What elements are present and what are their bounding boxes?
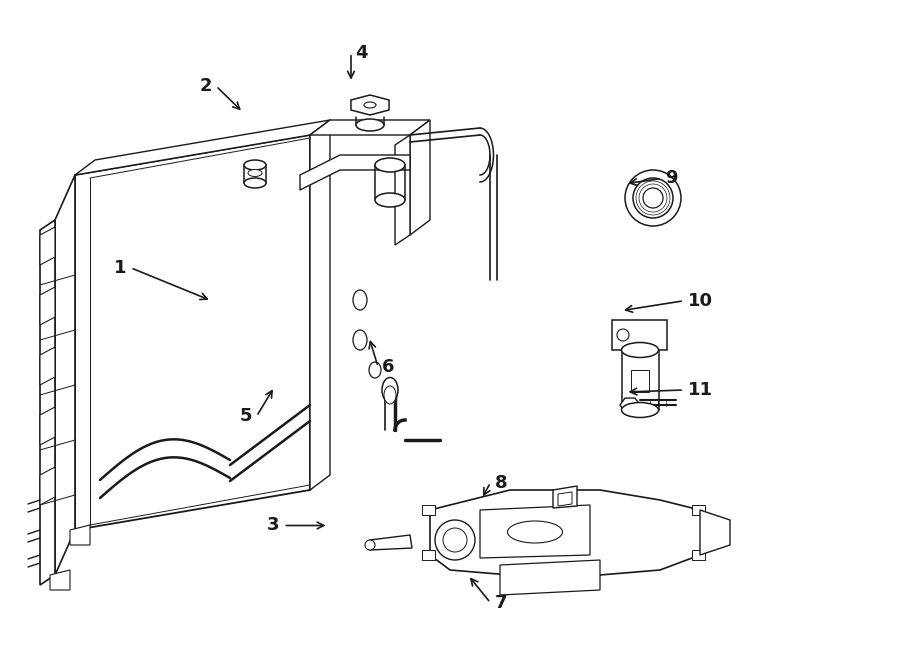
Text: 5: 5 (240, 407, 253, 426)
Polygon shape (410, 120, 430, 235)
Ellipse shape (369, 362, 381, 378)
Polygon shape (500, 560, 600, 595)
Ellipse shape (248, 169, 262, 176)
Polygon shape (40, 407, 55, 445)
Ellipse shape (365, 540, 375, 550)
Polygon shape (40, 347, 55, 385)
Circle shape (443, 528, 467, 552)
Polygon shape (40, 287, 55, 325)
Ellipse shape (384, 386, 396, 404)
Circle shape (617, 329, 629, 341)
Ellipse shape (244, 160, 266, 170)
Text: 11: 11 (688, 381, 713, 399)
Polygon shape (620, 398, 640, 412)
Text: 1: 1 (114, 258, 127, 277)
Polygon shape (422, 550, 435, 560)
Ellipse shape (353, 290, 367, 310)
Polygon shape (430, 490, 710, 575)
Text: 3: 3 (267, 516, 280, 535)
Polygon shape (70, 525, 90, 545)
Ellipse shape (364, 102, 376, 108)
Polygon shape (558, 492, 572, 506)
Ellipse shape (356, 119, 384, 131)
Polygon shape (612, 320, 667, 350)
Polygon shape (622, 350, 659, 410)
Circle shape (435, 520, 475, 560)
Ellipse shape (353, 330, 367, 350)
Text: 8: 8 (494, 473, 507, 492)
Polygon shape (300, 155, 410, 190)
Text: 2: 2 (200, 77, 212, 95)
Polygon shape (700, 510, 730, 555)
Ellipse shape (382, 377, 398, 403)
Polygon shape (553, 486, 577, 508)
Polygon shape (40, 227, 55, 265)
Polygon shape (75, 135, 310, 530)
Polygon shape (395, 135, 410, 245)
Ellipse shape (375, 193, 405, 207)
Polygon shape (55, 175, 75, 575)
Polygon shape (40, 467, 55, 505)
Polygon shape (631, 370, 649, 392)
Text: 7: 7 (494, 594, 507, 612)
Text: 9: 9 (665, 169, 678, 188)
Ellipse shape (622, 342, 659, 358)
Ellipse shape (508, 521, 562, 543)
Circle shape (633, 178, 673, 218)
Polygon shape (310, 120, 330, 490)
Polygon shape (40, 220, 55, 585)
Polygon shape (75, 120, 330, 175)
Circle shape (643, 188, 663, 208)
Polygon shape (351, 95, 389, 115)
Text: 6: 6 (382, 358, 394, 376)
Polygon shape (480, 505, 590, 558)
Circle shape (625, 170, 681, 226)
Text: 10: 10 (688, 292, 713, 310)
Polygon shape (692, 550, 705, 560)
Polygon shape (422, 505, 435, 515)
Ellipse shape (622, 403, 659, 418)
Polygon shape (50, 570, 70, 590)
Text: 4: 4 (355, 44, 367, 62)
Ellipse shape (244, 178, 266, 188)
Ellipse shape (375, 158, 405, 172)
Polygon shape (370, 535, 412, 550)
Polygon shape (310, 120, 430, 135)
Polygon shape (692, 505, 705, 515)
